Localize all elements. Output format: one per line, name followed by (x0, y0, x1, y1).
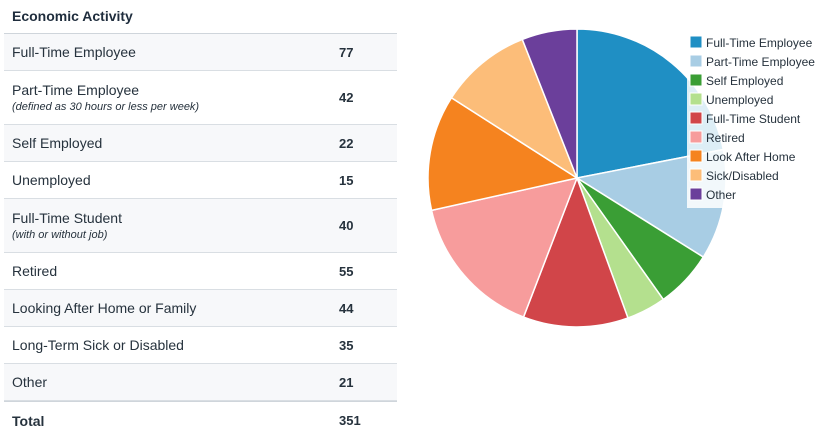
legend-swatch (689, 130, 703, 144)
table-row: Self Employed 22 (4, 125, 397, 162)
row-value: 44 (339, 300, 354, 316)
legend-label: Full-Time Student (706, 112, 801, 126)
economic-activity-table: Full-Time Employee 77 Part-Time Employee… (4, 33, 397, 439)
pie-slice-sick-disabled (450, 38, 579, 180)
legend-swatch (689, 54, 703, 68)
row-label: Unemployed (12, 172, 91, 188)
row-sublabel: (defined as 30 hours or less per week) (12, 101, 200, 113)
section-title: Economic Activity (12, 8, 133, 24)
legend-label: Self Employed (706, 74, 783, 88)
row-label: Looking After Home or Family (12, 300, 197, 316)
pie-slice-full-time-student (522, 175, 629, 328)
row-value: 35 (339, 337, 354, 353)
row-label: Other (12, 374, 48, 390)
table-row: Long-Term Sick or Disabled 35 (4, 327, 397, 364)
legend-swatch (689, 92, 703, 106)
pie-slice-look-after-home (427, 96, 579, 212)
pie-slices (427, 28, 727, 328)
legend-swatch (689, 149, 703, 163)
row-value: 42 (339, 90, 354, 105)
chart-legend: Full-Time Employee Part-Time Employee Self… (687, 33, 815, 208)
row-value: 21 (339, 374, 354, 390)
legend-label: Other (706, 188, 736, 202)
row-label: Full-Time Employee (12, 44, 136, 60)
economic-activity-pie-chart: Full-Time Employee Part-Time Employee Self… (427, 28, 815, 328)
legend-label: Full-Time Employee (706, 36, 813, 50)
row-label: Retired (12, 263, 58, 279)
legend-swatch (689, 35, 703, 49)
pie-slice-retired (430, 176, 579, 319)
row-label: Long-Term Sick or Disabled (12, 337, 184, 353)
row-sublabel: (with or without job) (12, 229, 108, 241)
row-value: 15 (339, 172, 354, 188)
legend-swatch (689, 111, 703, 125)
legend-swatch (689, 187, 703, 201)
row-value: 77 (339, 44, 354, 60)
row-label: Full-Time Student (12, 210, 122, 226)
legend-swatch (689, 168, 703, 182)
table-row: Other 21 (4, 364, 397, 401)
total-label: Total (12, 412, 45, 429)
pie-slice-other (521, 28, 578, 179)
legend-label: Look After Home (706, 150, 796, 164)
table-row: Unemployed 15 (4, 162, 397, 199)
legend-swatch (689, 73, 703, 87)
table-row: Full-Time Employee 77 (4, 34, 397, 71)
legend-label: Part-Time Employee (706, 55, 815, 69)
row-label: Self Employed (12, 135, 103, 151)
legend-label: Sick/Disabled (706, 169, 779, 183)
total-value: 351 (339, 413, 361, 428)
row-value: 55 (339, 263, 354, 279)
table-row: Full-Time Student (with or without job) … (4, 199, 397, 253)
row-label: Part-Time Employee (12, 82, 140, 98)
legend-label: Unemployed (706, 93, 773, 107)
table-row: Retired 55 (4, 253, 397, 290)
table-row: Looking After Home or Family 44 (4, 290, 397, 327)
legend-background (687, 33, 815, 208)
total-row: Total 351 (4, 401, 397, 439)
legend-label: Retired (706, 131, 745, 145)
row-value: 22 (339, 135, 354, 151)
table-row: Part-Time Employee (defined as 30 hours … (4, 71, 397, 125)
row-value: 40 (339, 218, 354, 233)
